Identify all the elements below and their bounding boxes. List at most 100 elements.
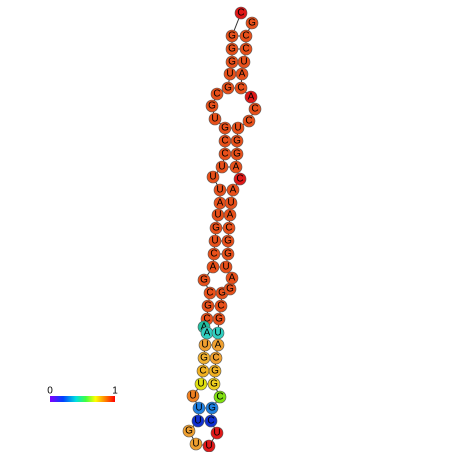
nucleotide-label: U [195, 403, 202, 414]
nucleotide-label: A [239, 69, 246, 80]
nucleotide [209, 221, 223, 235]
nucleotide-label: G [200, 353, 208, 364]
nucleotide [207, 377, 221, 391]
nucleotide [212, 312, 226, 326]
nucleotide-label: G [212, 223, 220, 234]
nucleotide-label: U [211, 236, 218, 247]
nucleotide-label: C [221, 149, 228, 160]
nucleotide-label: U [192, 439, 199, 450]
nucleotide-label: U [214, 210, 221, 221]
nucleotide-label: U [226, 69, 233, 80]
nucleotide-label: U [218, 162, 225, 173]
nucleotide-label: C [245, 116, 252, 127]
nucleotide [206, 170, 220, 184]
nucleotide-label: G [211, 366, 219, 377]
nucleotide [191, 414, 205, 428]
nucleotide-label: G [248, 18, 256, 29]
nucleotide [224, 196, 238, 210]
nucleotide-label: A [227, 210, 234, 221]
nucleotide-label: C [225, 223, 232, 234]
nucleotide-label: C [242, 44, 249, 55]
nucleotide [225, 42, 239, 56]
nucleotide [213, 183, 227, 197]
nucleotide-label: C [206, 288, 213, 299]
nucleotide-label: U [240, 57, 247, 68]
nucleotide-label: G [233, 136, 241, 147]
nucleotide-label: G [210, 379, 218, 390]
nucleotide [206, 260, 220, 274]
nucleotide [235, 67, 249, 81]
nucleotide [221, 247, 235, 261]
nucleotide [234, 81, 248, 95]
nucleotide [208, 364, 222, 378]
nucleotide-label: U [214, 328, 221, 339]
nucleotide-label: U [189, 391, 196, 402]
nucleotide-label: A [230, 185, 237, 196]
nucleotide-label: G [224, 83, 232, 94]
nucleotide-label: A [210, 262, 217, 273]
nucleotide-label: G [233, 149, 241, 160]
nucleotide [207, 247, 221, 261]
nucleotide-label: U [227, 198, 234, 209]
nucleotide [234, 6, 248, 20]
nucleotide [230, 134, 244, 148]
nucleotide-label: C [237, 83, 244, 94]
nucleotide-label: C [212, 353, 219, 364]
nucleotide-label: U [216, 185, 223, 196]
nucleotide [194, 377, 208, 391]
nucleotide [210, 426, 224, 440]
nucleotide [233, 172, 247, 186]
nucleotide-label: A [229, 273, 236, 284]
nucleotide-label: C [213, 89, 220, 100]
nucleotide [215, 160, 229, 174]
nucleotide-label: U [213, 428, 220, 439]
nucleotide [204, 414, 218, 428]
nucleotide-label: U [197, 379, 204, 390]
nucleotide-label: C [216, 392, 223, 403]
nucleotide [222, 221, 236, 235]
nucleotide [208, 112, 222, 126]
nucleotide [231, 121, 245, 135]
nucleotide [198, 338, 212, 352]
nucleotide-label: C [237, 8, 244, 19]
nucleotide [225, 271, 239, 285]
nucleotide [244, 90, 258, 104]
nucleotide-label: G [200, 275, 208, 286]
nucleotide [214, 299, 228, 313]
nucleotide-label: C [221, 136, 228, 147]
nucleotide [242, 114, 256, 128]
nucleotide-label: G [221, 123, 229, 134]
nucleotide-label: G [226, 284, 234, 295]
nucleotide-label: U [205, 441, 212, 452]
nucleotide [239, 29, 253, 43]
nucleotide [221, 234, 235, 248]
nucleotide [230, 147, 244, 161]
nucleotide [189, 437, 203, 451]
nucleotide-label: G [228, 57, 236, 68]
nucleotide-label: G [224, 249, 232, 260]
nucleotide [205, 401, 219, 415]
nucleotide [219, 260, 233, 274]
nucleotide-label: G [228, 31, 236, 42]
nucleotide [197, 273, 211, 287]
nucleotide-label: G [224, 236, 232, 247]
nucleotide-label: C [199, 366, 206, 377]
nucleotide [202, 439, 216, 452]
nucleotide [208, 234, 222, 248]
nucleotide-label: C [210, 249, 217, 260]
nucleotide [221, 81, 235, 95]
nucleotide-label: G [208, 403, 216, 414]
nucleotide [186, 389, 200, 403]
nucleotide-label: C [207, 416, 214, 427]
nucleotide-label: C [242, 31, 249, 42]
nucleotide-label: C [217, 301, 224, 312]
nucleotide [182, 424, 196, 438]
nucleotide-label: G [215, 314, 223, 325]
nucleotide [245, 16, 259, 30]
nucleotide [213, 390, 227, 404]
nucleotide-label: U [234, 123, 241, 134]
nucleotide-label: U [209, 172, 216, 183]
nucleotide-label: A [248, 92, 255, 103]
